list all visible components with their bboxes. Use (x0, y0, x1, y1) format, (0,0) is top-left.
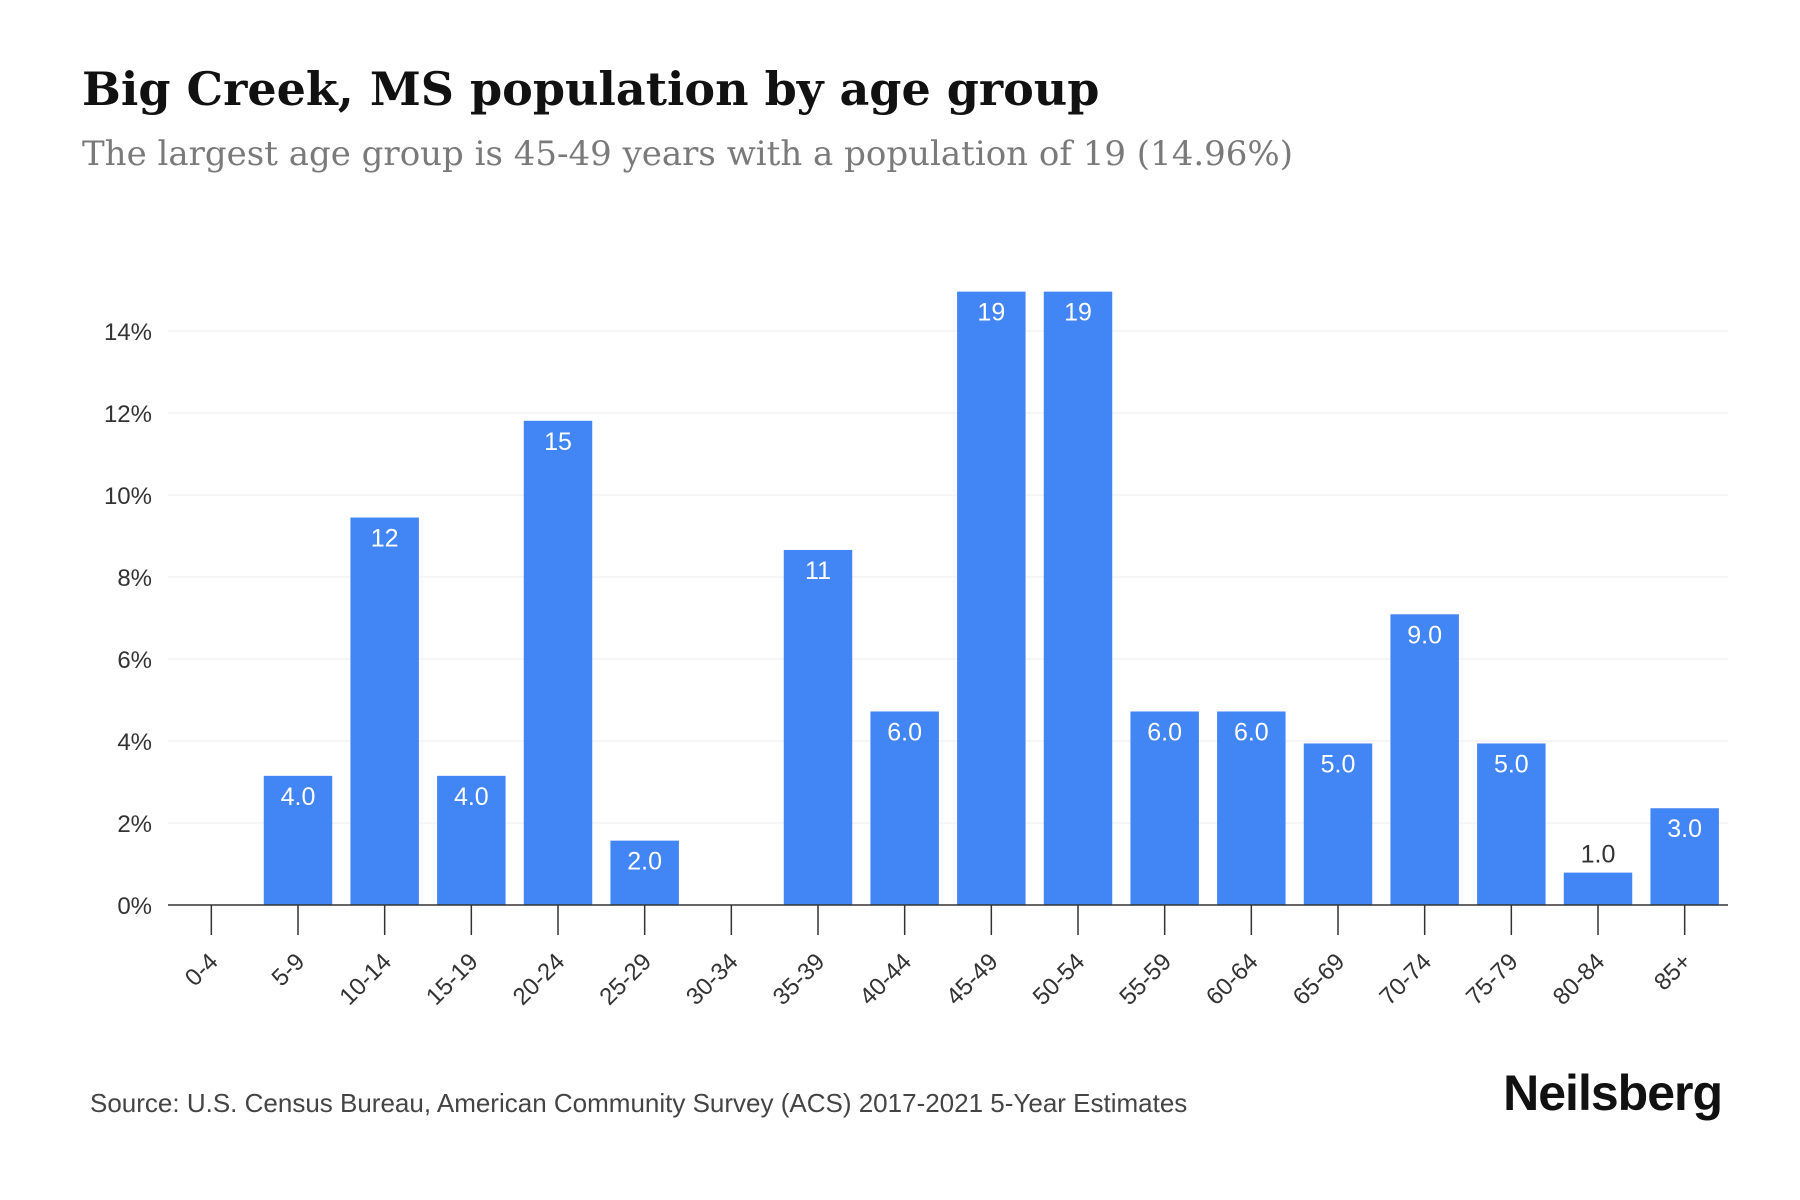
bar-value-label: 19 (1064, 299, 1092, 327)
bar (437, 775, 506, 905)
bar (1130, 711, 1199, 905)
x-tick-label: 35-39 (768, 948, 831, 1011)
bar-value-label: 6.0 (1147, 718, 1182, 746)
x-tick-label: 20-24 (508, 948, 571, 1011)
bar-value-label: 15 (544, 428, 572, 456)
bar (1217, 711, 1286, 905)
y-tick-label: 2% (117, 811, 152, 838)
x-tick-label: 15-19 (421, 948, 484, 1011)
y-tick-label: 14% (104, 319, 152, 346)
y-tick-label: 4% (117, 729, 152, 756)
bar (1303, 743, 1373, 905)
x-tick-label: 40-44 (854, 948, 917, 1011)
y-tick-label: 10% (104, 483, 152, 510)
y-tick-label: 0% (117, 893, 152, 920)
brand-logo: Neilsberg (1503, 1065, 1723, 1121)
axes: 0% 2% 4% 6% 8% 10% 12% 14% 0-4 5-9 10-14 15-19 20-24… (104, 319, 1728, 1011)
x-tick-label: 85+ (1649, 948, 1697, 996)
bar (783, 549, 853, 905)
gridlines (168, 330, 1728, 824)
bar-value-label: 2.0 (627, 848, 662, 876)
bar-value-label: 11 (805, 557, 831, 585)
bar-value-label: 3.0 (1667, 815, 1702, 843)
bar-value-label: 9.0 (1407, 621, 1442, 649)
bar (263, 775, 333, 905)
y-tick-label: 8% (117, 565, 152, 592)
bar (523, 420, 593, 905)
bar-value-label: 4.0 (454, 783, 489, 811)
x-tick-label: 0-4 (180, 948, 224, 992)
bar (1477, 743, 1546, 905)
bar-value-label: 19 (977, 299, 1005, 327)
source-note: Source: U.S. Census Bureau, American Com… (90, 1088, 1188, 1118)
y-tick-label: 12% (104, 401, 152, 428)
chart-subtitle: The largest age group is 45-49 years wit… (82, 134, 1293, 174)
x-tick-label: 45-49 (941, 948, 1004, 1011)
x-tick-label: 60-64 (1201, 948, 1264, 1011)
bar-value-label: 6.0 (887, 718, 922, 746)
bar-value-label: 5.0 (1321, 750, 1356, 778)
x-tick-label: 10-14 (334, 948, 397, 1011)
x-tick-label: 65-69 (1288, 948, 1351, 1011)
bar-value-label: 4.0 (281, 783, 316, 811)
y-tick-label: 6% (117, 647, 152, 674)
x-tick-label: 25-29 (594, 948, 657, 1011)
bar-value-label: 1.0 (1581, 841, 1616, 869)
bar (1043, 291, 1113, 905)
chart-title: Big Creek, MS population by age group (82, 62, 1100, 116)
x-tick-label: 30-34 (681, 948, 744, 1011)
x-tick-label: 75-79 (1461, 948, 1524, 1011)
x-tick-label: 80-84 (1548, 948, 1611, 1011)
bar (1563, 872, 1633, 905)
bar (957, 291, 1026, 905)
bar (610, 840, 679, 905)
bar (1390, 614, 1459, 905)
bar-value-label: 12 (371, 525, 399, 553)
x-tick-label: 5-9 (267, 948, 311, 992)
bar (1650, 808, 1719, 905)
x-tick-label: 70-74 (1374, 948, 1437, 1011)
bars: 4.0 12 4.0 15 2.0 11 6.0 19 19 6.0 6.0 5.0 9.0 5.0 1.0… (263, 291, 1719, 905)
x-tick-label: 55-59 (1114, 948, 1177, 1011)
bar (350, 517, 419, 905)
bar-value-label: 5.0 (1494, 750, 1529, 778)
bar (870, 711, 939, 905)
bar-value-label: 6.0 (1234, 718, 1269, 746)
x-tick-label: 50-54 (1028, 948, 1091, 1011)
